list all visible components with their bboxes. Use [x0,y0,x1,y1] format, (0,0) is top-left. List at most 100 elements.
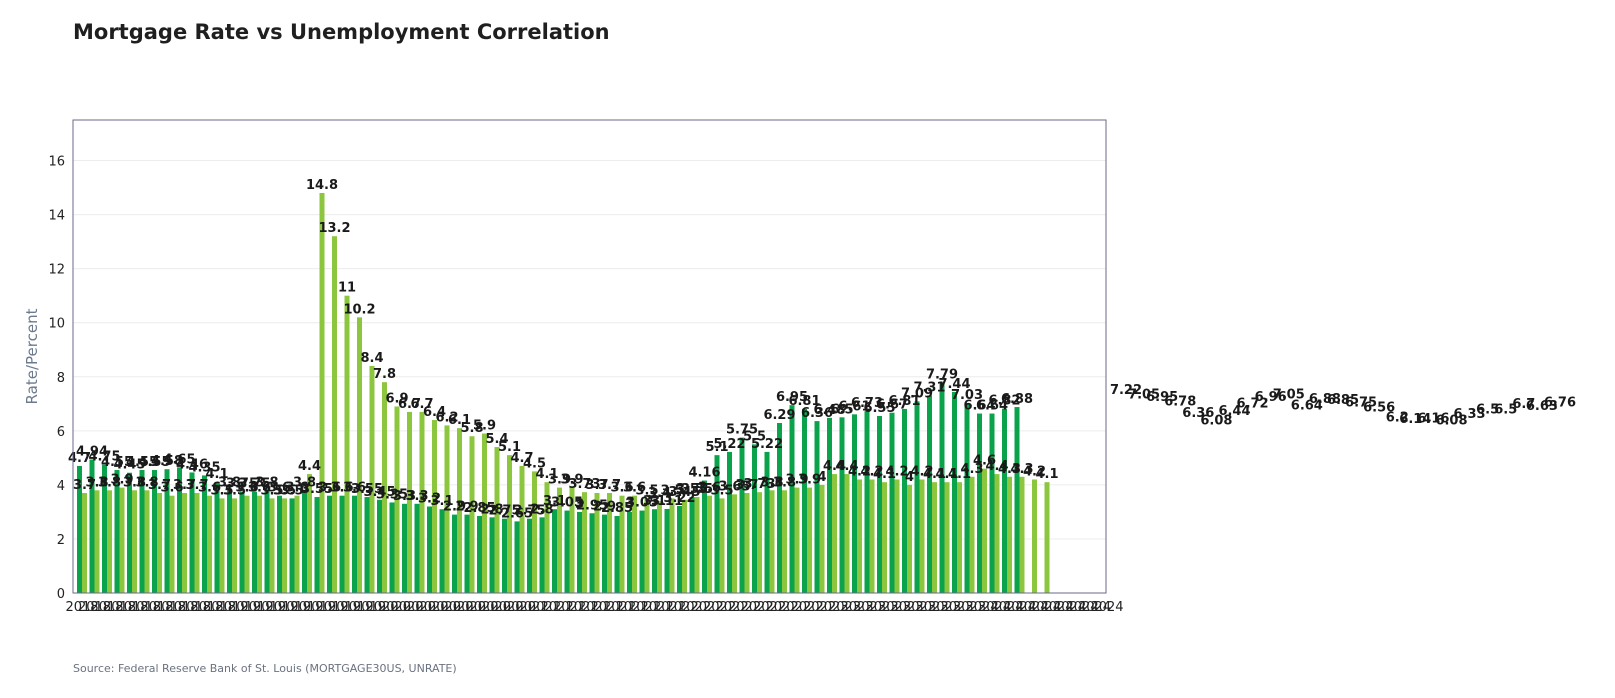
x-tick-label: 2019 [228,600,261,615]
data-label-overflow: 6.78 [1164,395,1196,410]
x-tick-label: 2019 [253,600,286,615]
y-tick-label: 8 [57,371,65,386]
bar-mortgage [539,517,545,593]
data-label-overflow: 6.08 [1200,414,1232,429]
x-tick-label: 2018 [78,600,111,615]
source-note: Source: Federal Reserve Bank of St. Loui… [73,662,457,675]
bar-unemployment [257,495,262,593]
bar-unemployment [1032,479,1037,593]
data-label-unemployment: 6.4 [423,405,446,420]
bar-unemployment [169,495,175,593]
bar-unemployment [494,447,500,593]
data-label-unemployment: 3.8 [135,475,158,490]
x-tick-label: 2023 [815,600,848,615]
data-label-overflow: 6.96 [1255,390,1287,405]
x-tick-label: 2022 [740,600,773,615]
y-tick-label: 14 [48,209,65,224]
x-tick-label: 2022 [728,600,761,615]
data-label-mortgage: 3.55 [676,482,708,497]
data-label-overflow: 6.64 [1291,399,1323,414]
bar-unemployment [782,490,787,593]
bar-mortgage [514,521,520,593]
data-label-unemployment: 6.9 [385,392,408,407]
data-label-unemployment: 4.1 [935,467,958,482]
data-label-mortgage: 3.8 [218,475,241,490]
data-label-overflow: 6.7 [1512,397,1535,412]
x-tick-label: 2022 [790,600,823,615]
bar-unemployment [594,492,600,593]
bar-unemployment [194,492,200,593]
bar-mortgage [764,451,770,593]
x-tick-label: 2018 [165,600,198,615]
bar-mortgage [627,511,632,593]
bar-mortgage [189,472,195,593]
bar-mortgage [552,509,557,593]
data-label-unemployment: 3.73 [743,477,775,492]
bar-mortgage [877,415,882,593]
y-tick-label: 0 [57,587,65,602]
data-label-mortgage: 7.31 [913,380,945,395]
x-tick-label: 2023 [903,600,936,615]
data-label-mortgage: 6.29 [763,408,795,423]
data-label-overflow: 6.2 [1386,410,1409,425]
bar-mortgage [389,502,395,593]
bar-unemployment [694,497,700,593]
data-label-mortgage: 2.8 [480,502,503,517]
bar-mortgage [89,459,95,593]
bar-mortgage [727,451,732,593]
bar-unemployment [669,498,675,593]
data-label-unemployment: 4.2 [1023,464,1046,479]
data-label-unemployment: 3.5 [710,483,733,498]
y-tick-label: 6 [57,425,65,440]
data-label-unemployment: 3.8 [760,475,783,490]
data-label-overflow: 6.56 [1363,401,1395,416]
data-label-mortgage: 3.35 [376,487,408,502]
y-tick-label: 2 [57,533,65,548]
data-label-mortgage: 3.6 [318,481,341,496]
bar-unemployment [269,498,275,593]
data-label-overflow: 7.22 [1110,383,1142,398]
bar-mortgage [364,497,370,593]
data-label-unemployment: 3.6 [623,481,646,496]
bar-mortgage [327,495,332,593]
data-label-unemployment: 4.1 [923,467,946,482]
data-label-mortgage: 3.45 [363,485,395,500]
bar-mortgage [777,422,782,593]
data-label-mortgage: 4.7 [68,451,91,466]
data-label-unemployment: 10.2 [343,302,375,317]
bar-unemployment [582,492,587,593]
data-label-overflow: 6.75 [1345,396,1377,411]
bar-mortgage [977,413,982,593]
data-label-mortgage: 6.67 [876,398,908,413]
data-label-unemployment: 3.5 [660,483,683,498]
y-tick-label: 4 [57,479,65,494]
bar-mortgage [352,495,357,593]
data-label-unemployment: 4.1 [873,467,896,482]
bar-mortgage [827,417,832,593]
x-tick-label: 2023 [828,600,861,615]
bar-unemployment [244,495,250,593]
x-tick-label: 2019 [353,600,386,615]
data-label-unemployment: 3.6 [198,481,221,496]
data-label-unemployment: 3.5 [260,483,283,498]
bars [77,192,1050,594]
data-label-unemployment: 3.7 [585,478,608,493]
data-label-overflow: 6.16 [1417,412,1449,427]
data-label-unemployment: 3.8 [123,475,146,490]
x-tick-label: 2020 [440,600,473,615]
x-tick-label: 2024 [1053,600,1086,615]
bar-mortgage [277,495,282,593]
data-label-mortgage: 2.9 [593,500,616,515]
data-label-mortgage: 6.81 [888,394,920,409]
data-label-unemployment: 4.2 [848,464,871,479]
bar-mortgage [902,408,907,593]
data-label-unemployment: 5.9 [473,419,496,434]
bar-unemployment [144,490,150,593]
bar-mortgage [102,464,107,593]
bar-unemployment [757,492,762,593]
x-tick-label: 2023 [928,600,961,615]
bar-unemployment [907,484,912,593]
x-tick-label: 2023 [853,600,886,615]
x-tick-label: 2023 [890,600,923,615]
bar-mortgage [914,401,920,593]
